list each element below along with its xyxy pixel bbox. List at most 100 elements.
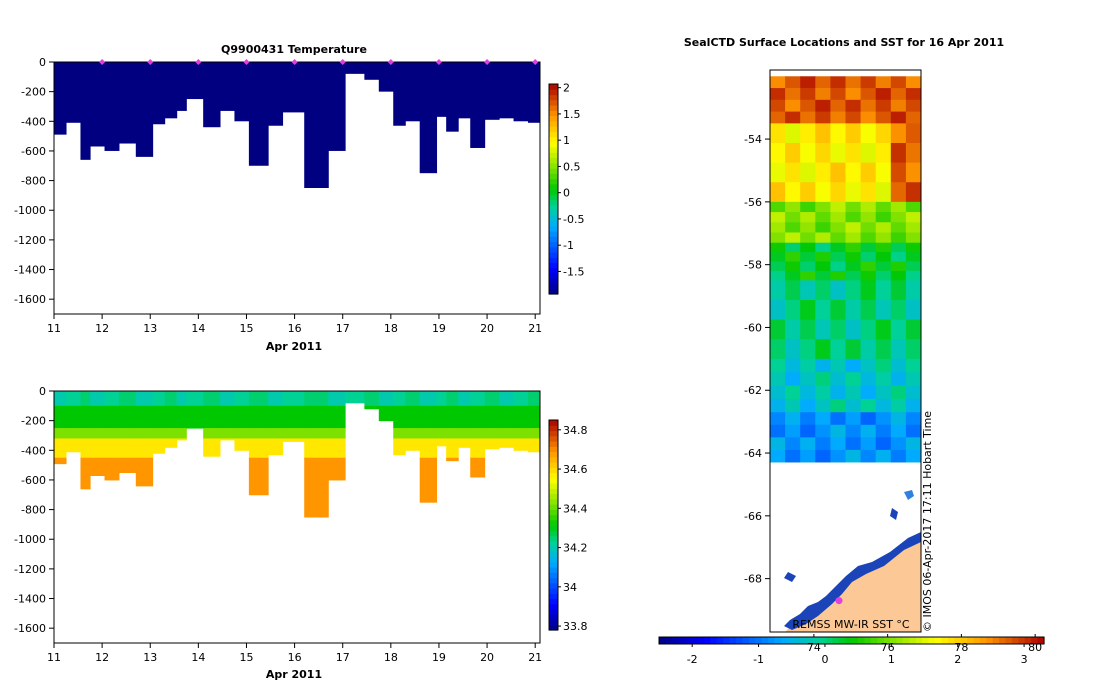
colorbar-segment xyxy=(549,540,558,547)
sst-cell xyxy=(830,358,846,373)
salinity-profile-cell xyxy=(419,391,438,407)
sst-colorbar-segment xyxy=(934,637,942,644)
sst-cell xyxy=(785,449,801,463)
sst-cell xyxy=(785,123,801,144)
sst-cell xyxy=(875,142,892,164)
sst-cell xyxy=(830,424,846,438)
colorbar-segment xyxy=(549,462,558,468)
sst-cell xyxy=(905,270,921,281)
sst-colorbar-label: -1 xyxy=(753,653,764,666)
x-tick-label: 14 xyxy=(191,651,205,664)
sst-cell xyxy=(770,280,786,301)
sst-cell xyxy=(785,142,801,164)
sst-cell xyxy=(860,412,877,426)
y-tick-label: -1600 xyxy=(14,622,46,635)
colorbar-segment xyxy=(549,183,558,190)
colorbar-segment xyxy=(549,283,558,290)
colorbar-segment xyxy=(549,84,558,90)
colorbar-segment xyxy=(549,514,558,521)
sst-colorbar-segment xyxy=(697,637,705,644)
sst-cell xyxy=(770,339,786,360)
sst-cell xyxy=(905,437,921,451)
sst-cell xyxy=(875,222,892,233)
colorbar-segment xyxy=(549,488,558,495)
sst-cell xyxy=(770,398,786,413)
sst-cell xyxy=(785,111,801,124)
temperature-profile-cell xyxy=(118,62,137,144)
latitude-label: -60 xyxy=(744,321,762,334)
y-tick-label: -1000 xyxy=(14,204,46,217)
sst-cell xyxy=(815,280,831,301)
sst-cell xyxy=(830,319,846,340)
salinity-profile-cell xyxy=(470,457,486,478)
sst-colorbar-label: 2 xyxy=(954,653,961,666)
salinity-profile-cell xyxy=(484,438,500,450)
colorbar-segment xyxy=(549,504,558,510)
sst-cell xyxy=(815,398,831,413)
sst-cell xyxy=(770,252,786,263)
colorbar-segment xyxy=(549,210,558,216)
temperature-profile-cell xyxy=(364,62,380,80)
sst-cell xyxy=(830,212,846,223)
colorbar-segment xyxy=(549,509,558,516)
sst-cell xyxy=(785,299,801,321)
sst-cell xyxy=(890,99,907,113)
salinity-profile-cell xyxy=(499,438,515,448)
temperature-profile-cell xyxy=(484,62,500,120)
colorbar-segment xyxy=(549,519,558,526)
y-tick-label: -800 xyxy=(21,504,46,517)
x-tick-label: 18 xyxy=(384,322,398,335)
sst-cell xyxy=(815,222,831,233)
sst-cell xyxy=(890,385,907,400)
sst-cell xyxy=(800,339,816,360)
sst-cell xyxy=(890,232,907,244)
salinity-profile-cell xyxy=(118,391,137,407)
salinity-profile-cell xyxy=(118,438,137,459)
y-tick-label: 0 xyxy=(39,56,46,69)
colorbar-segment xyxy=(549,141,558,148)
surfacing-marker xyxy=(339,59,346,65)
colorbar-segment xyxy=(549,120,558,127)
sst-cell xyxy=(845,212,862,223)
temperature-profile-cell xyxy=(186,62,204,100)
colorbar-segment xyxy=(549,577,558,584)
colorbar-segment xyxy=(549,178,558,185)
sst-map-title: SealCTD Surface Locations and SST for 16… xyxy=(684,36,1004,49)
sst-cell xyxy=(800,358,816,373)
sst-colorbar-segment xyxy=(780,637,788,644)
sst-cell xyxy=(785,252,801,263)
salinity-profiles xyxy=(54,391,541,518)
sst-colorbar-segment xyxy=(684,637,692,644)
sst-map-panel: SealCTD Surface Locations and SST for 16… xyxy=(658,36,1045,666)
colorbar-segment xyxy=(549,472,558,479)
salinity-profile-cell xyxy=(405,438,421,451)
sst-cell xyxy=(860,182,877,203)
sst-cell xyxy=(770,76,786,89)
sst-cell xyxy=(875,232,892,244)
temperature-profiles xyxy=(54,62,541,188)
x-tick-label: 21 xyxy=(528,651,542,664)
colorbar-segment xyxy=(549,483,558,489)
colorbar-segment xyxy=(549,220,558,227)
salinity-profile-cell xyxy=(393,438,406,456)
sst-cell xyxy=(860,242,877,253)
sst-cell xyxy=(905,88,921,101)
sst-fahrenheit-label: 80 xyxy=(1028,641,1042,654)
salinity-profile-cell xyxy=(446,428,459,439)
colorbar-tick-label: -1 xyxy=(563,239,574,252)
sst-cell xyxy=(905,280,921,301)
temperature-profile-cell xyxy=(393,62,406,126)
colorbar-segment xyxy=(549,551,558,558)
sst-cell xyxy=(785,76,801,89)
salinity-profile-cell xyxy=(220,438,235,441)
sst-cell xyxy=(830,162,846,183)
sst-cell xyxy=(860,99,877,113)
sst-cell xyxy=(875,182,892,203)
colorbar-segment xyxy=(549,619,558,626)
surfacing-marker xyxy=(435,59,442,65)
temperature-profile-cell xyxy=(458,62,471,119)
sst-cell xyxy=(890,252,907,263)
sst-colorbar-segment xyxy=(947,637,955,644)
sst-colorbar-segment xyxy=(922,637,930,644)
